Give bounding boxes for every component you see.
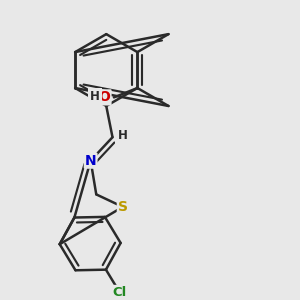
Text: Cl: Cl xyxy=(112,286,127,299)
Text: H: H xyxy=(90,90,100,103)
Text: S: S xyxy=(118,200,128,214)
Text: N: N xyxy=(85,154,97,168)
Text: O: O xyxy=(99,90,110,104)
Text: H: H xyxy=(118,129,128,142)
